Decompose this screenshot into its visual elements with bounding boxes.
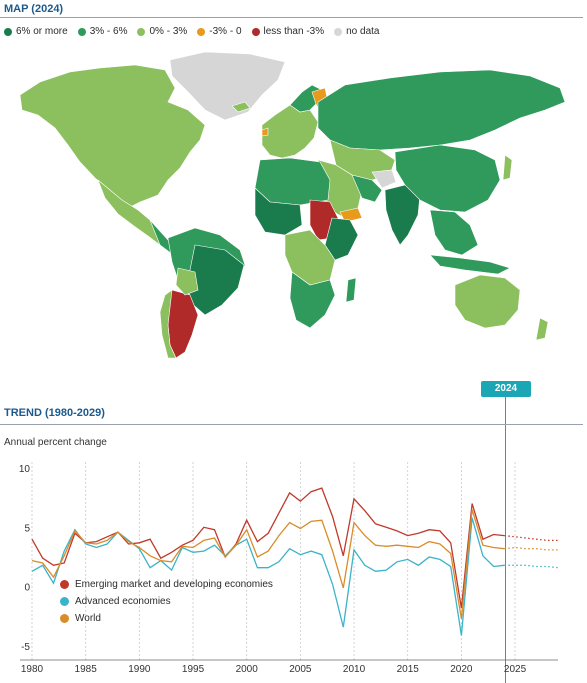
x-tick-label: 1985 <box>75 664 98 675</box>
series-line-1 <box>31 517 505 636</box>
japan-region <box>502 154 513 181</box>
series-layer <box>31 487 559 636</box>
map-legend-item[interactable]: 0% - 3% <box>137 26 187 37</box>
series-forecast-line-2 <box>504 546 558 551</box>
trend-chart: 1980 1985 1990 1995 2000 2005 2010 2015 2020 2025… <box>19 462 559 675</box>
russia-region <box>317 69 566 151</box>
yemen-region <box>339 207 363 223</box>
y-tick-label: 5 <box>24 523 30 534</box>
europe-region <box>261 104 319 159</box>
map-legend-item[interactable]: 6% or more <box>4 26 68 37</box>
map-legend-label: 3% - 6% <box>89 26 128 37</box>
trend-legend-label: Emerging market and developing economies <box>75 579 273 590</box>
series-line-0 <box>31 487 505 609</box>
trend-title-rule <box>0 424 583 425</box>
trend-legend-item[interactable]: World <box>60 610 273 627</box>
x-tick-label: 1995 <box>182 664 205 675</box>
series-line-2 <box>31 509 505 619</box>
afghanistan-region <box>371 169 397 189</box>
x-tick-label: 2025 <box>504 664 527 675</box>
indonesia-region <box>429 254 511 275</box>
chile-region <box>159 289 177 359</box>
map-title: MAP (2024) <box>4 3 64 15</box>
greenland-region <box>169 51 286 121</box>
trend-legend-item[interactable]: Emerging market and developing economies <box>60 576 273 593</box>
china-region <box>394 144 501 213</box>
map-legend-label: less than -3% <box>263 26 325 37</box>
southeast-asia-region <box>429 209 479 256</box>
series-marker-icon <box>60 614 69 623</box>
map-legend-item[interactable]: less than -3% <box>251 26 325 37</box>
series-marker-icon <box>60 580 69 589</box>
year-marker-badge[interactable]: 2024 <box>481 381 531 397</box>
legend-swatch-icon <box>4 27 12 36</box>
legend-swatch-icon <box>251 27 260 36</box>
trend-legend-label: Advanced economies <box>75 596 171 607</box>
legend-swatch-icon <box>77 27 86 36</box>
axis-layer: 1980 1985 1990 1995 2000 2005 2010 2015 2020 2025… <box>19 464 558 675</box>
map-legend-item[interactable]: 3% - 6% <box>77 26 128 37</box>
legend-swatch-icon <box>197 27 206 36</box>
north-america-region <box>19 64 206 209</box>
ireland-region <box>261 127 269 137</box>
new-zealand-region <box>535 317 549 341</box>
series-forecast-line-1 <box>504 564 559 569</box>
iceland-region <box>231 101 251 113</box>
y-tick-label: 0 <box>24 583 30 594</box>
y-tick-label: 10 <box>19 464 31 475</box>
grid-layer <box>31 462 516 660</box>
map-legend-item[interactable]: no data <box>334 26 379 37</box>
map-legend-label: 6% or more <box>16 26 68 37</box>
trend-title: TREND (1980-2029) <box>4 407 105 419</box>
trend-legend: Emerging market and developing economies… <box>60 576 273 627</box>
legend-swatch-icon <box>334 27 343 36</box>
x-tick-label: 2015 <box>397 664 420 675</box>
x-tick-label: 1980 <box>21 664 44 675</box>
world-map[interactable] <box>0 40 587 365</box>
map-legend: 6% or more 3% - 6% 0% - 3% -3% - 0 less than… <box>4 26 389 37</box>
map-legend-item[interactable]: -3% - 0 <box>197 26 242 37</box>
iran-region <box>351 174 383 203</box>
series-forecast-line-0 <box>504 534 558 542</box>
map-title-rule <box>0 17 583 18</box>
x-tick-label: 2020 <box>450 664 473 675</box>
x-tick-label: 1990 <box>128 664 151 675</box>
trend-legend-label: World <box>75 613 101 624</box>
legend-swatch-icon <box>137 27 146 36</box>
x-tick-label: 2000 <box>236 664 259 675</box>
x-tick-label: 2010 <box>343 664 366 675</box>
y-axis-label: Annual percent change <box>4 437 107 448</box>
australia-region <box>454 274 521 329</box>
series-marker-icon <box>60 597 69 606</box>
southern-africa-region <box>289 271 336 329</box>
trend-legend-item[interactable]: Advanced economies <box>60 593 273 610</box>
bolivia-region <box>175 267 199 296</box>
north-africa-region <box>254 157 331 206</box>
y-tick-label: -5 <box>21 642 30 653</box>
map-legend-label: 0% - 3% <box>149 26 188 37</box>
x-tick-label: 2005 <box>289 664 312 675</box>
madagascar-region <box>345 277 357 303</box>
year-marker-line[interactable] <box>505 397 506 683</box>
map-legend-label: no data <box>346 26 380 37</box>
map-legend-label: -3% - 0 <box>209 26 242 37</box>
west-africa-region <box>254 187 303 236</box>
